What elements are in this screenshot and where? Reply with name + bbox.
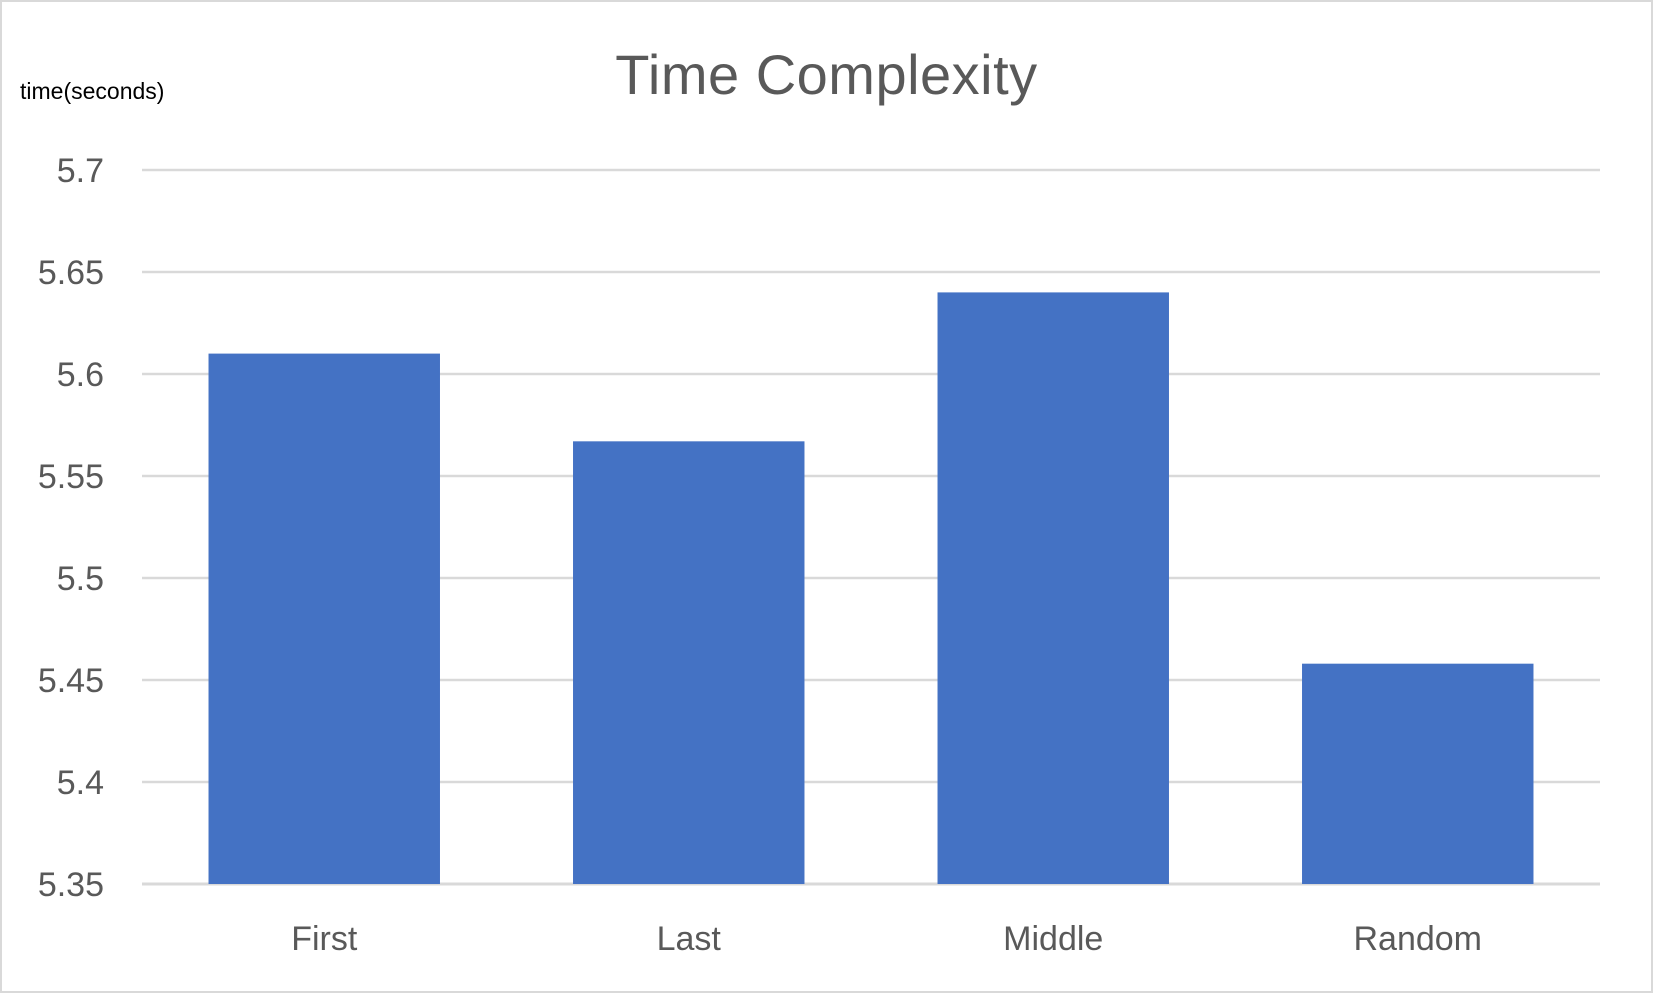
y-tick-label: 5.6 (57, 356, 104, 394)
y-tick-label: 5.35 (38, 866, 104, 904)
y-tick-label: 5.65 (38, 254, 104, 292)
x-tick-labels: First Last Middle Random (291, 920, 1482, 958)
x-tick-label: Middle (1003, 920, 1103, 958)
bar-last (573, 441, 805, 884)
bar-middle (937, 292, 1169, 884)
bar-first (208, 353, 440, 885)
y-tick-label: 5.45 (38, 662, 104, 700)
x-tick-label: Random (1353, 920, 1482, 958)
chart-title: Time Complexity (615, 43, 1038, 106)
y-tick-labels: 5.35 5.4 5.45 5.5 5.55 5.6 5.65 5.7 (38, 152, 104, 904)
y-tick-label: 5.7 (57, 152, 104, 190)
x-tick-label: Last (657, 920, 722, 958)
y-tick-label: 5.55 (38, 458, 104, 496)
bar-random (1302, 663, 1534, 884)
y-axis-label: time(seconds) (20, 78, 165, 104)
y-tick-label: 5.5 (57, 560, 104, 598)
bars (208, 292, 1534, 885)
x-tick-label: First (291, 920, 358, 958)
y-tick-label: 5.4 (57, 764, 104, 802)
